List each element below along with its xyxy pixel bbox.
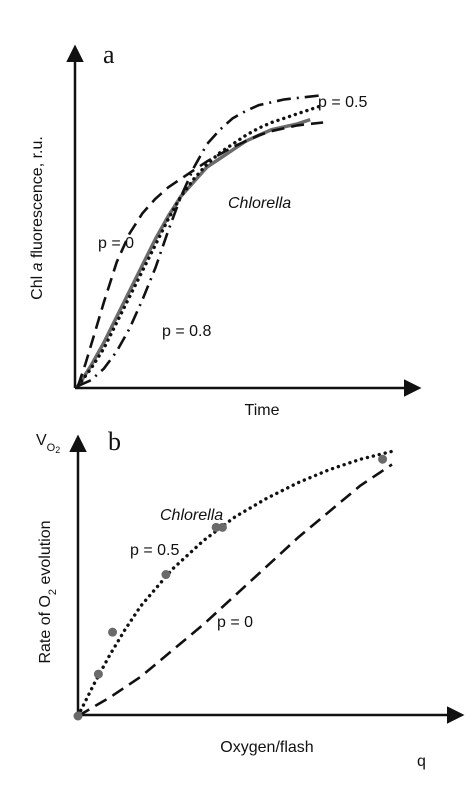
panel-b-label-p0: p = 0 — [217, 614, 253, 631]
panel-b-series-group — [73, 449, 394, 721]
panel-a-line-p-0-5 — [76, 103, 325, 388]
label-part-2: 2 — [55, 445, 60, 455]
panel-a-line-p-0-8 — [77, 93, 324, 388]
panel-a-y-axis-label: Chl a fluorescence, r.u. — [29, 136, 46, 300]
panel-b-point-chlorella-3 — [161, 570, 171, 580]
label-part-1: a — [29, 262, 46, 271]
panel-a-line-chlorella — [76, 117, 311, 387]
panel-b-point-chlorella-2 — [108, 627, 118, 637]
panel-a-label-p08: p = 0.8 — [162, 323, 211, 340]
panel-b-point-chlorella-1 — [93, 669, 103, 679]
panel-b-x-axis-end-label: q — [417, 753, 426, 770]
panel-b: b Oxygen/flash q VO2 Rate of O2 evolutio… — [36, 427, 465, 770]
label-part-0: Rate of O — [37, 595, 54, 663]
label-part-0: V — [36, 432, 47, 449]
panel-b-label-p05: p = 0.5 — [130, 542, 179, 559]
panel-b-point-chlorella-5 — [217, 522, 227, 532]
label-part-1: 2 — [47, 589, 59, 595]
panel-b-point-chlorella-6 — [378, 454, 388, 464]
panel-b-point-chlorella-0 — [73, 711, 83, 721]
panel-b-letter: b — [108, 427, 121, 456]
label-part-2: fluorescence, r.u. — [29, 136, 46, 262]
panel-b-y-axis-label: Rate of O2 evolution — [37, 520, 59, 663]
label-part-0: Chl — [29, 271, 46, 299]
panel-a-label-p0: p = 0 — [98, 235, 134, 252]
panel-a-letter: a — [103, 40, 115, 69]
panel-a-line-p-0 — [76, 121, 324, 387]
label-part-2: evolution — [37, 520, 54, 589]
panel-a-label-chlorella: Chlorella — [228, 195, 291, 212]
panel-a-label-p05: p = 0.5 — [318, 94, 367, 111]
panel-b-x-axis-label: Oxygen/flash — [220, 739, 313, 756]
panel-b-label-chlorella: Chlorella — [160, 507, 223, 524]
panel-a-x-axis-label: Time — [245, 402, 280, 419]
panel-b-y-axis-end-label: VO2 — [36, 432, 60, 455]
panel-b-line-p-0 — [77, 463, 393, 718]
panel-a-series-group — [76, 93, 325, 388]
panel-a: a Time Chl a fluorescence, r.u. p = 0.5 … — [29, 40, 422, 419]
panel-b-line-p-0-5 — [76, 449, 394, 718]
panel-b-point-chlorella-4 — [211, 522, 221, 532]
label-part-1: O — [47, 442, 56, 454]
